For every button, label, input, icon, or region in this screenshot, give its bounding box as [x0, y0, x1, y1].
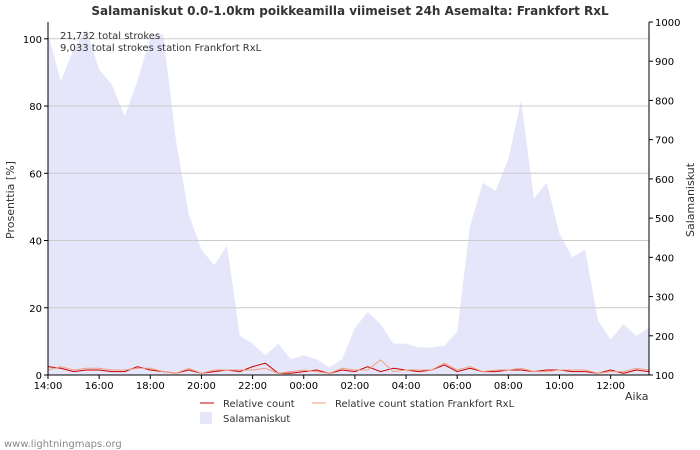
- y-tick-right-100: 100: [655, 371, 674, 382]
- y-tick-left-40: 40: [29, 237, 42, 248]
- legend-swatch-salamaniskut: [200, 412, 212, 424]
- x-tick-00:00: 00:00: [289, 381, 318, 392]
- annotation-total-strokes: 21,732 total strokes: [60, 31, 160, 42]
- x-tick-12:00: 12:00: [596, 381, 625, 392]
- y-tick-right-700: 700: [655, 136, 674, 147]
- annotation-station-strokes: 9,033 total strokes station Frankfort Rx…: [60, 43, 262, 54]
- series-line-relative-count: [47, 362, 650, 374]
- y-tick-right-1000: 1000: [655, 18, 680, 29]
- y-tick-right-200: 200: [655, 332, 674, 343]
- y-tick-left-60: 60: [29, 169, 42, 180]
- x-tick-labels: 14:00 16:00 18:00 20:00 22:00 00:00 02:00 04:00…: [34, 381, 625, 392]
- x-tick-20:00: 20:00: [187, 381, 216, 392]
- x-tick-16:00: 16:00: [85, 381, 114, 392]
- y-tick-left-100: 100: [23, 35, 42, 46]
- chart-title: Salamaniskut 0.0-1.0km poikkeamilla viim…: [91, 4, 609, 18]
- x-tick-02:00: 02:00: [340, 381, 369, 392]
- legend-label-relative-count-station: Relative count station Frankfort RxL: [335, 399, 515, 410]
- y-tick-left-0: 0: [36, 371, 42, 382]
- y-axis-left-label: Prosenttia [%]: [4, 161, 17, 239]
- grid-layer: [44, 21, 653, 379]
- x-tick-22:00: 22:00: [238, 381, 267, 392]
- y-tick-left-80: 80: [29, 102, 42, 113]
- y-tick-left-20: 20: [29, 304, 42, 315]
- x-axis-label: Aika: [625, 390, 649, 403]
- y-tick-right-600: 600: [655, 175, 674, 186]
- series-line-relative-count-station: [47, 359, 650, 374]
- y-tick-right-800: 800: [655, 96, 674, 107]
- y-tick-labels-left: 0 20 40 60 80 100: [23, 35, 42, 382]
- y-tick-right-500: 500: [655, 214, 674, 225]
- legend-label-salamaniskut: Salamaniskut: [223, 414, 290, 425]
- x-tick-10:00: 10:00: [545, 381, 574, 392]
- x-tick-14:00: 14:00: [34, 381, 63, 392]
- legend: Relative count Relative count station Fr…: [200, 399, 515, 425]
- legend-label-relative-count: Relative count: [223, 399, 295, 410]
- watermark: www.lightningmaps.org: [4, 439, 122, 450]
- x-tick-18:00: 18:00: [136, 381, 165, 392]
- y-tick-right-400: 400: [655, 253, 674, 264]
- y-tick-right-900: 900: [655, 57, 674, 68]
- x-tick-04:00: 04:00: [392, 381, 421, 392]
- area-layer: [48, 29, 649, 376]
- x-tick-06:00: 06:00: [443, 381, 472, 392]
- line-layer: [47, 359, 650, 374]
- y-axis-right-label: Salamaniskut: [684, 162, 697, 237]
- x-tick-08:00: 08:00: [494, 381, 523, 392]
- series-area-salamaniskut: [48, 29, 649, 376]
- y-tick-labels-right: 100 200 300 400 500 600 700 800 900 1000: [655, 18, 680, 382]
- y-tick-right-300: 300: [655, 293, 674, 304]
